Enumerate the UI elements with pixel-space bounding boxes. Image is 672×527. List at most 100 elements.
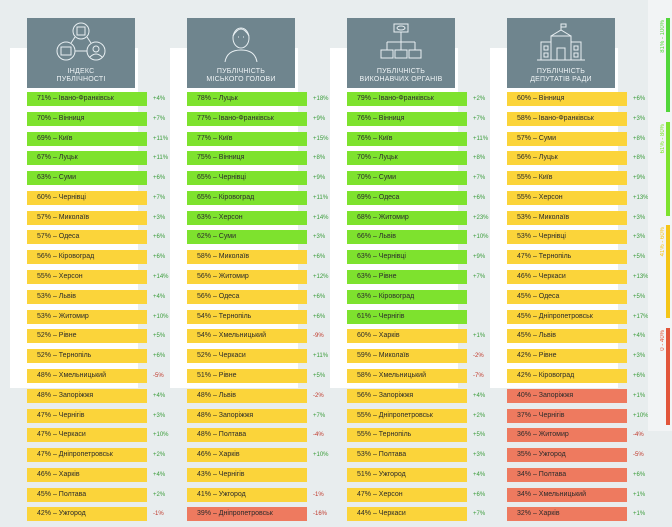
ranking-row: 52% – Черкаси +11% xyxy=(187,349,337,364)
change-label: +5% xyxy=(313,372,326,379)
score-bar: 54% – Тернопіль xyxy=(187,309,307,324)
ranking-row: 39% – Дніпропетровськ -16% xyxy=(187,507,337,522)
score-bar: 54% – Хмельницький xyxy=(187,329,307,344)
score-bar: 48% – Запоріжжя xyxy=(187,408,307,423)
score-bar: 37% – Чернігів xyxy=(507,408,627,423)
ranking-row: 53% – Полтава +3% xyxy=(347,448,497,463)
ranking-row: 60% – Вінниця +6% xyxy=(507,92,657,106)
score-bar: 67% – Луцьк xyxy=(27,151,147,166)
score-bar: 66% – Львів xyxy=(347,230,467,245)
score-bar: 76% – Вінниця xyxy=(347,111,467,126)
change-label: +9% xyxy=(313,115,326,122)
change-label: +3% xyxy=(153,214,166,221)
ranking-row: 46% – Харків +4% xyxy=(27,467,177,482)
score-bar: 42% – Кіровоград xyxy=(507,368,627,383)
score-bar: 45% – Полтава xyxy=(27,487,147,502)
change-label: +7% xyxy=(473,511,486,518)
ranking-row: 66% – Львів +10% xyxy=(347,230,497,245)
score-bar: 39% – Дніпропетровськ xyxy=(187,507,307,522)
score-bar: 70% – Вінниця xyxy=(27,111,147,126)
ranking-row: 35% – Ужгород -5% xyxy=(507,448,657,463)
change-label: +10% xyxy=(153,313,169,320)
ranking-row: 62% – Суми +3% xyxy=(187,230,337,245)
change-label: +2% xyxy=(153,452,166,459)
ranking-row: 76% – Вінниця +7% xyxy=(347,111,497,126)
score-bar: 52% – Рівне xyxy=(27,329,147,344)
change-label: +6% xyxy=(313,293,326,300)
change-label: +13% xyxy=(633,274,649,281)
score-bar: 55% – Херсон xyxy=(27,270,147,285)
ranking-row: 48% – Хмельницький -5% xyxy=(27,368,177,383)
ranking-row: 36% – Житомир -4% xyxy=(507,428,657,443)
change-label: +1% xyxy=(633,491,646,498)
change-label: +10% xyxy=(473,234,489,241)
change-label: -9% xyxy=(313,333,324,340)
ranking-row: 47% – Херсон +6% xyxy=(347,487,497,502)
score-bar: 45% – Львів xyxy=(507,329,627,344)
score-bar: 47% – Дніпропетровськ xyxy=(27,448,147,463)
score-bar: 65% – Чернівці xyxy=(187,171,307,186)
change-label: +12% xyxy=(313,274,329,281)
ranking-row: 52% – Рівне +5% xyxy=(27,329,177,344)
score-bar: 55% – Дніпропетровськ xyxy=(347,408,467,423)
ranking-row: 55% – Херсон +13% xyxy=(507,190,657,205)
score-bar: 45% – Дніпропетровськ xyxy=(507,309,627,324)
score-bar: 53% – Полтава xyxy=(347,448,467,463)
score-bar: 52% – Черкаси xyxy=(187,349,307,364)
ranking-row: 77% – Івано-Франківськ +9% xyxy=(187,111,337,126)
change-label: +7% xyxy=(313,412,326,419)
ranking-row: 70% – Суми +7% xyxy=(347,171,497,186)
score-bar: 53% – Чернівці xyxy=(507,230,627,245)
ranking-row: 58% – Миколаїв +6% xyxy=(187,250,337,265)
score-bar: 56% – Житомир xyxy=(187,270,307,285)
score-bar: 65% – Кіровоград xyxy=(187,190,307,205)
score-bar: 76% – Київ xyxy=(347,131,467,146)
score-bar: 47% – Тернопіль xyxy=(507,250,627,265)
score-bar: 47% – Херсон xyxy=(347,487,467,502)
ranking-row: 56% – Житомир +12% xyxy=(187,270,337,285)
change-label: +4% xyxy=(153,392,166,399)
change-label: +9% xyxy=(313,175,326,182)
score-bar: 36% – Житомир xyxy=(507,428,627,443)
ranking-list: 78% – Луцьк +18% 77% – Івано-Франківськ +9%… xyxy=(187,92,337,527)
score-bar: 44% – Черкаси xyxy=(347,507,467,522)
score-bar: 69% – Київ xyxy=(27,131,147,146)
ranking-list: 60% – Вінниця +6% 58% – Івано-Франківськ +3… xyxy=(507,92,657,527)
change-label: +4% xyxy=(633,333,646,340)
score-bar: 34% – Хмельницький xyxy=(507,487,627,502)
column-title-line1: Індекс xyxy=(67,68,95,75)
change-label: +6% xyxy=(633,372,646,379)
ranking-row: 77% – Київ +15% xyxy=(187,131,337,146)
change-label: +11% xyxy=(153,135,169,142)
column-title: Публічність депутатів ради xyxy=(507,68,615,84)
ranking-row: 57% – Одеса +6% xyxy=(27,230,177,245)
ranking-row: 40% – Запоріжжя +1% xyxy=(507,388,657,403)
change-label: +6% xyxy=(313,313,326,320)
column-title-line1: Публічність xyxy=(376,68,426,75)
change-label: +6% xyxy=(153,353,166,360)
legend-panel: 81% - 100% 61% - 80% 41% - 60% 0 - 40% xyxy=(648,0,672,431)
change-label: +3% xyxy=(153,412,166,419)
ranking-row: 60% – Харків +1% xyxy=(347,329,497,344)
change-label: +2% xyxy=(473,96,486,102)
score-bar: 47% – Черкаси xyxy=(27,428,147,443)
score-bar: 53% – Житомир xyxy=(27,309,147,324)
ranking-row: 75% – Вінниця +8% xyxy=(187,151,337,166)
change-label: +3% xyxy=(313,234,326,241)
legend-label: 0 - 40% xyxy=(660,330,666,351)
change-label: -2% xyxy=(473,353,484,360)
score-bar: 41% – Ужгород xyxy=(187,487,307,502)
legend-label: 61% - 80% xyxy=(660,124,666,154)
change-label: +3% xyxy=(633,234,646,241)
ranking-row: 44% – Черкаси +7% xyxy=(347,507,497,522)
legend-color-bar xyxy=(666,328,670,425)
score-bar: 58% – Хмельницький xyxy=(347,368,467,383)
score-bar: 32% – Харків xyxy=(507,507,627,522)
change-label: +6% xyxy=(473,491,486,498)
change-label: +7% xyxy=(153,194,166,201)
legend-label: 41% - 60% xyxy=(660,227,666,257)
change-label: +11% xyxy=(313,353,329,360)
change-label: +3% xyxy=(633,115,646,122)
ranking-row: 60% – Чернівці +7% xyxy=(27,190,177,205)
legend-color-bar xyxy=(666,18,670,112)
